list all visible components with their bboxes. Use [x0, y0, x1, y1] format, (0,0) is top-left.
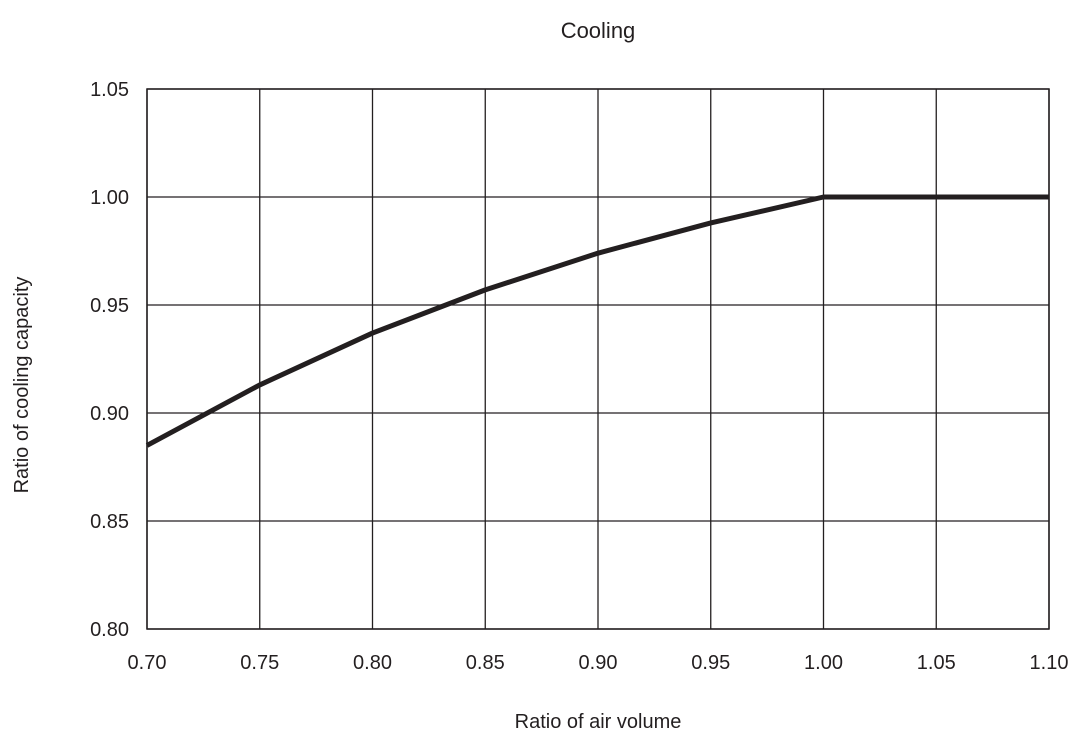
y-tick-label: 0.80	[90, 619, 129, 641]
y-tick-label: 0.90	[90, 403, 129, 425]
x-axis-title: Ratio of air volume	[515, 711, 682, 733]
x-axis-ticks: 0.70 0.75 0.80 0.85 0.90 0.95 1.00 1.05 1.10	[128, 652, 1069, 674]
y-tick-label: 1.05	[90, 79, 129, 101]
x-tick-label: 0.90	[579, 652, 618, 674]
y-tick-label: 0.95	[90, 295, 129, 317]
x-tick-label: 1.05	[917, 652, 956, 674]
chart-title: Cooling	[561, 18, 636, 43]
y-tick-label: 0.85	[90, 511, 129, 533]
grid	[147, 89, 1049, 629]
y-axis-title: Ratio of cooling capacity	[11, 277, 33, 494]
x-tick-label: 0.80	[353, 652, 392, 674]
x-tick-label: 1.10	[1030, 652, 1069, 674]
x-tick-label: 0.70	[128, 652, 167, 674]
x-tick-label: 1.00	[804, 652, 843, 674]
x-tick-label: 0.75	[240, 652, 279, 674]
x-tick-label: 0.85	[466, 652, 505, 674]
y-axis-ticks: 0.80 0.85 0.90 0.95 1.00 1.05	[90, 79, 129, 641]
x-tick-label: 0.95	[691, 652, 730, 674]
y-tick-label: 1.00	[90, 187, 129, 209]
